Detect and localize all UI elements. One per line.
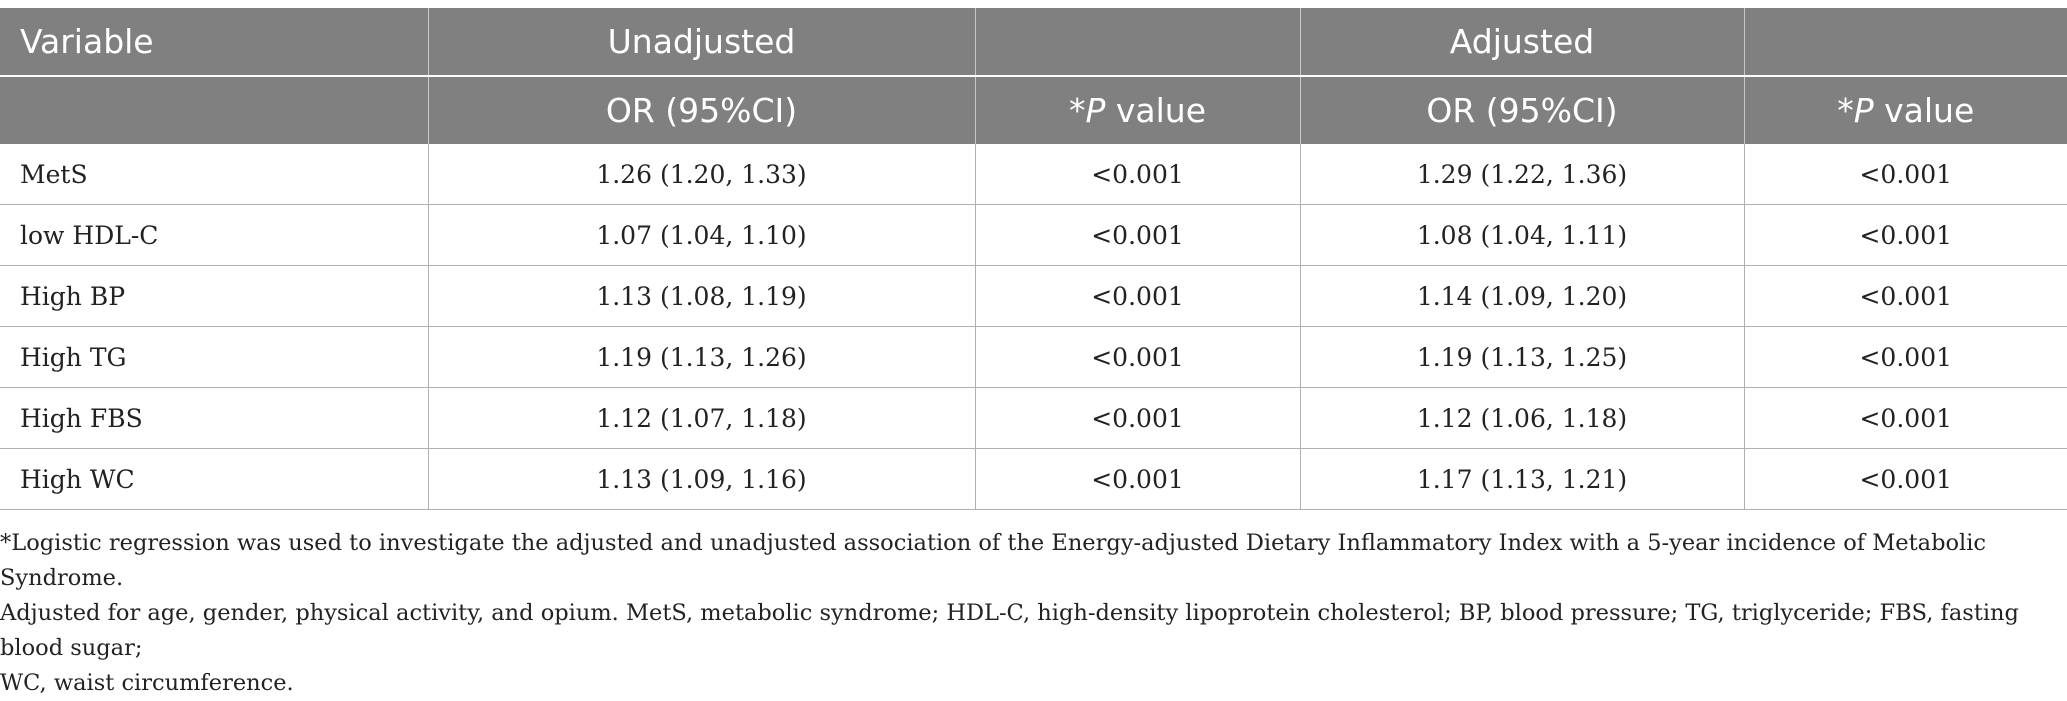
header-row-1: Variable Unadjusted Adjusted [0, 8, 2067, 77]
cell-variable: High TG [0, 326, 428, 388]
cell-unadj-or: 1.19 (1.13, 1.26) [427, 326, 975, 388]
table-header: Variable Unadjusted Adjusted OR (95%CI) … [0, 8, 2067, 144]
cell-unadj-or: 1.13 (1.09, 1.16) [427, 448, 975, 510]
header-empty-1 [974, 8, 1300, 77]
cell-variable: MetS [0, 144, 428, 205]
cell-variable: low HDL-C [0, 204, 428, 266]
table-row: High TG 1.19 (1.13, 1.26) <0.001 1.19 (1… [0, 326, 2067, 388]
cell-adj-or: 1.14 (1.09, 1.20) [1299, 265, 1744, 327]
results-table-container: Variable Unadjusted Adjusted OR (95%CI) … [0, 8, 2067, 510]
cell-adj-or: 1.19 (1.13, 1.25) [1299, 326, 1744, 388]
cell-unadj-p: <0.001 [974, 387, 1300, 449]
cell-variable: High WC [0, 448, 428, 510]
header-adj-p: *P value [1743, 76, 2067, 144]
cell-adj-p: <0.001 [1743, 326, 2067, 388]
table-footnote: *Logistic regression was used to investi… [0, 526, 2060, 701]
header-unadj-or: OR (95%CI) [427, 76, 975, 144]
table-row: low HDL-C 1.07 (1.04, 1.10) <0.001 1.08 … [0, 204, 2067, 266]
header-adjusted: Adjusted [1299, 8, 1744, 77]
results-table: Variable Unadjusted Adjusted OR (95%CI) … [0, 8, 2067, 510]
header-empty-2 [1743, 8, 2067, 77]
table-row: High WC 1.13 (1.09, 1.16) <0.001 1.17 (1… [0, 448, 2067, 510]
header-row-2: OR (95%CI) *P value OR (95%CI) *P value [0, 76, 2067, 144]
cell-unadj-p: <0.001 [974, 448, 1300, 510]
table-row: High FBS 1.12 (1.07, 1.18) <0.001 1.12 (… [0, 387, 2067, 449]
cell-unadj-or: 1.07 (1.04, 1.10) [427, 204, 975, 266]
cell-unadj-p: <0.001 [974, 144, 1300, 205]
cell-unadj-p: <0.001 [974, 204, 1300, 266]
cell-adj-p: <0.001 [1743, 448, 2067, 510]
cell-unadj-p: <0.001 [974, 326, 1300, 388]
cell-unadj-p: <0.001 [974, 265, 1300, 327]
cell-adj-p: <0.001 [1743, 265, 2067, 327]
cell-variable: High FBS [0, 387, 428, 449]
p-suffix: value [1873, 91, 1975, 130]
p-suffix: value [1105, 91, 1207, 130]
cell-unadj-or: 1.13 (1.08, 1.19) [427, 265, 975, 327]
cell-adj-p: <0.001 [1743, 387, 2067, 449]
header-unadj-p: *P value [974, 76, 1300, 144]
cell-unadj-or: 1.12 (1.07, 1.18) [427, 387, 975, 449]
header-variable: Variable [0, 8, 428, 77]
footnote-line: Adjusted for age, gender, physical activ… [0, 600, 2019, 661]
cell-variable: High BP [0, 265, 428, 327]
p-prefix: * [1837, 91, 1854, 130]
cell-adj-or: 1.08 (1.04, 1.11) [1299, 204, 1744, 266]
p-letter: P [1853, 91, 1874, 130]
cell-adj-p: <0.001 [1743, 144, 2067, 205]
footnote-line: *Logistic regression was used to investi… [0, 530, 1987, 591]
cell-adj-p: <0.001 [1743, 204, 2067, 266]
cell-adj-or: 1.12 (1.06, 1.18) [1299, 387, 1744, 449]
cell-adj-or: 1.17 (1.13, 1.21) [1299, 448, 1744, 510]
table-row: MetS 1.26 (1.20, 1.33) <0.001 1.29 (1.22… [0, 144, 2067, 205]
header-adj-or: OR (95%CI) [1299, 76, 1744, 144]
cell-adj-or: 1.29 (1.22, 1.36) [1299, 144, 1744, 205]
p-letter: P [1085, 91, 1106, 130]
footnote-line: WC, waist circumference. [0, 670, 294, 696]
table-row: High BP 1.13 (1.08, 1.19) <0.001 1.14 (1… [0, 265, 2067, 327]
header-unadjusted: Unadjusted [427, 8, 975, 77]
table-body: MetS 1.26 (1.20, 1.33) <0.001 1.29 (1.22… [0, 144, 2067, 510]
header-empty-3 [0, 76, 428, 144]
p-prefix: * [1068, 91, 1086, 130]
cell-unadj-or: 1.26 (1.20, 1.33) [427, 144, 975, 205]
